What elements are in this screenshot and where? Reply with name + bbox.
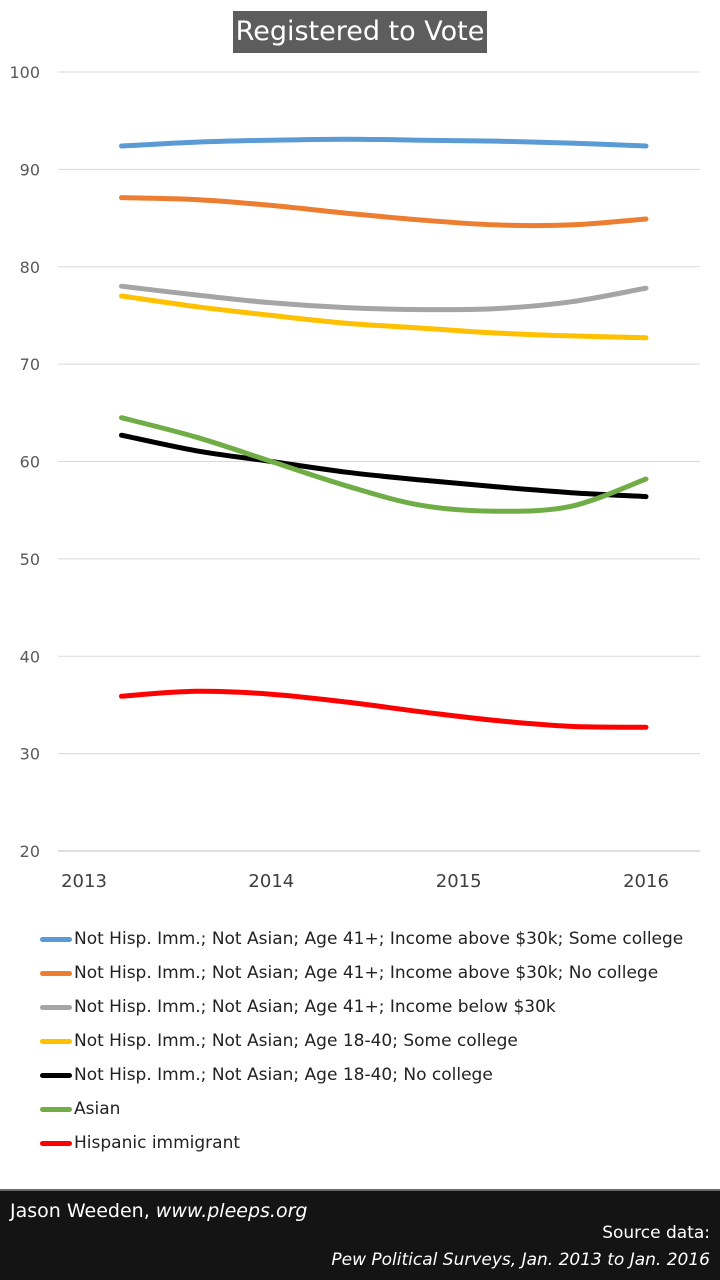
y-tick-label: 30: [20, 745, 40, 764]
y-tick-label: 80: [20, 258, 40, 277]
source-label: Source data:: [602, 1223, 710, 1243]
legend-item-6: Asian: [40, 1092, 683, 1126]
legend-swatch: [40, 1004, 72, 1010]
x-tick-label: 2013: [61, 871, 107, 892]
series-line-1: [119, 136, 649, 149]
legend-swatch: [40, 936, 72, 942]
legend-item-4: Not Hisp. Imm.; Not Asian; Age 18-40; So…: [40, 1024, 683, 1058]
legend-swatch: [40, 1140, 72, 1146]
y-tick-label: 100: [9, 63, 40, 82]
legend-label: Not Hisp. Imm.; Not Asian; Age 18-40; So…: [74, 1031, 518, 1051]
series-line-7: [119, 688, 649, 730]
series-line-6: [119, 415, 649, 514]
x-tick-labels: 2013 2014 2015 2016: [61, 871, 669, 892]
legend-item-2: Not Hisp. Imm.; Not Asian; Age 41+; Inco…: [40, 956, 683, 990]
y-tick-label: 60: [20, 453, 40, 472]
gridlines: [58, 71, 700, 852]
legend-swatch: [40, 1106, 72, 1112]
y-tick-label: 20: [20, 842, 40, 861]
legend-label: Not Hisp. Imm.; Not Asian; Age 41+; Inco…: [74, 997, 556, 1017]
legend-label: Not Hisp. Imm.; Not Asian; Age 18-40; No…: [74, 1065, 493, 1085]
series-line-5: [119, 432, 649, 500]
legend-item-1: Not Hisp. Imm.; Not Asian; Age 41+; Inco…: [40, 922, 683, 956]
footer: Jason Weeden, www.pleeps.org Source data…: [0, 1189, 720, 1280]
legend-label: Hispanic immigrant: [74, 1133, 241, 1153]
series-line-3: [119, 283, 649, 313]
y-tick-label: 90: [20, 160, 40, 179]
legend-item-5: Not Hisp. Imm.; Not Asian; Age 18-40; No…: [40, 1058, 683, 1092]
legend-label: Not Hisp. Imm.; Not Asian; Age 41+; Inco…: [74, 929, 684, 949]
legend-swatch: [40, 970, 72, 976]
series-lines: [119, 136, 649, 730]
series-line-4: [119, 293, 649, 341]
author-credit: Jason Weeden, www.pleeps.org: [10, 1200, 307, 1222]
legend-swatch: [40, 1038, 72, 1044]
legend-label: Not Hisp. Imm.; Not Asian; Age 41+; Inco…: [74, 963, 659, 983]
chart-title: Registered to Vote: [233, 11, 487, 53]
author-site: www.pleeps.org: [155, 1200, 308, 1222]
x-tick-label: 2016: [623, 871, 669, 892]
legend: Not Hisp. Imm.; Not Asian; Age 41+; Inco…: [40, 922, 683, 1160]
legend-label: Asian: [74, 1099, 121, 1119]
source-text: Pew Political Surveys, Jan. 2013 to Jan.…: [331, 1250, 710, 1270]
y-tick-label: 50: [20, 550, 40, 569]
legend-item-7: Hispanic immigrant: [40, 1126, 683, 1160]
x-tick-label: 2014: [248, 871, 294, 892]
x-tick-label: 2015: [436, 871, 482, 892]
chart-area: 20 30 40 50 60 70 80 90 100 2013 2014 2015 2016: [9, 63, 700, 892]
legend-swatch: [40, 1072, 72, 1078]
series-line-2: [119, 195, 649, 229]
y-tick-label: 40: [20, 647, 40, 666]
author-name: Jason Weeden,: [10, 1200, 150, 1222]
y-tick-labels: 20 30 40 50 60 70 80 90 100: [9, 63, 40, 861]
legend-item-3: Not Hisp. Imm.; Not Asian; Age 41+; Inco…: [40, 990, 683, 1024]
y-tick-label: 70: [20, 355, 40, 374]
